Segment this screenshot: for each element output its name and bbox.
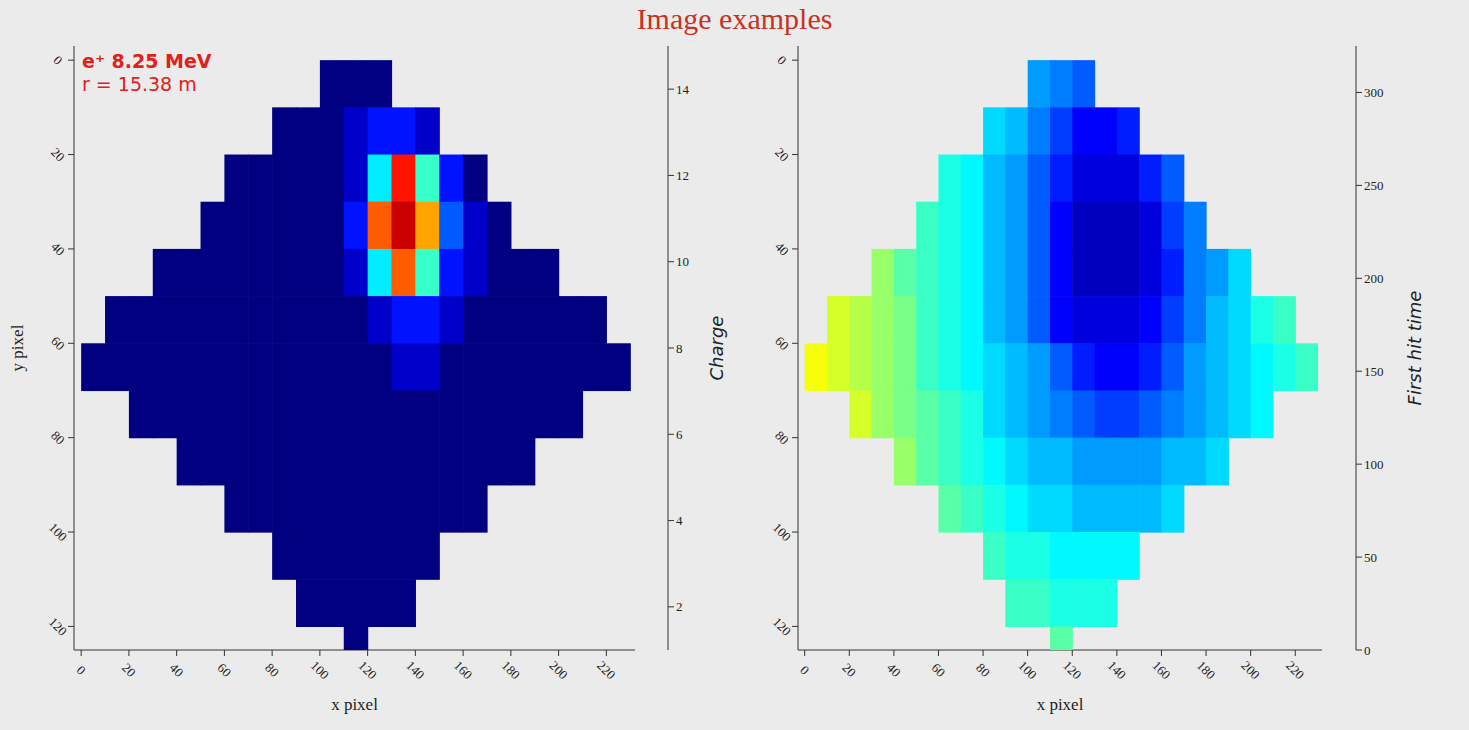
svg-text:100: 100 [46, 520, 70, 544]
svg-text:200: 200 [546, 658, 570, 682]
svg-text:100: 100 [1015, 658, 1039, 682]
svg-text:200: 200 [1238, 658, 1262, 682]
svg-text:4: 4 [676, 513, 683, 528]
svg-text:60: 60 [214, 660, 234, 680]
svg-text:120: 120 [46, 614, 70, 638]
svg-text:250: 250 [1364, 178, 1384, 193]
svg-text:0: 0 [1364, 643, 1371, 658]
svg-text:150: 150 [1364, 364, 1384, 379]
svg-text:0: 0 [50, 53, 65, 68]
svg-text:140: 140 [403, 658, 427, 682]
svg-text:80: 80 [973, 660, 993, 680]
svg-text:40: 40 [48, 239, 68, 259]
svg-text:50: 50 [1364, 550, 1377, 565]
svg-text:14: 14 [676, 82, 690, 97]
svg-text:140: 140 [1105, 658, 1129, 682]
svg-text:0: 0 [797, 662, 812, 677]
svg-text:0: 0 [774, 53, 789, 68]
svg-text:20: 20 [772, 145, 792, 165]
svg-text:80: 80 [772, 428, 792, 448]
svg-text:120: 120 [355, 658, 379, 682]
svg-text:40: 40 [884, 660, 904, 680]
html-text:e⁺ 8.25 MeV: e⁺ 8.25 MeV [82, 50, 212, 72]
svg-text:300: 300 [1364, 85, 1384, 100]
html-text:r = 15.38 m: r = 15.38 m [82, 73, 197, 95]
svg-text:20: 20 [839, 660, 859, 680]
svg-text:100: 100 [1364, 457, 1384, 472]
svg-text:100: 100 [770, 520, 794, 544]
svg-text:60: 60 [48, 333, 68, 353]
html-text:First hit time: First hit time [1403, 290, 1425, 406]
svg-text:x pixel: x pixel [331, 695, 378, 714]
svg-text:12: 12 [676, 168, 689, 183]
svg-text:220: 220 [594, 658, 618, 682]
html-text:Image examples: Image examples [636, 2, 833, 35]
svg-text:10: 10 [676, 254, 689, 269]
svg-text:60: 60 [772, 333, 792, 353]
svg-text:80: 80 [48, 428, 68, 448]
svg-text:2: 2 [676, 599, 683, 614]
svg-text:120: 120 [770, 614, 794, 638]
svg-text:80: 80 [262, 660, 282, 680]
svg-text:20: 20 [119, 660, 139, 680]
svg-text:180: 180 [1194, 658, 1218, 682]
svg-text:120: 120 [1060, 658, 1084, 682]
svg-text:x pixel: x pixel [1037, 695, 1084, 714]
svg-text:6: 6 [676, 427, 683, 442]
svg-text:8: 8 [676, 341, 683, 356]
html-text:y pixel: y pixel [8, 324, 27, 372]
svg-text:40: 40 [167, 660, 187, 680]
svg-text:60: 60 [929, 660, 949, 680]
svg-text:40: 40 [772, 239, 792, 259]
html-text:Charge: Charge [705, 315, 727, 381]
svg-text:220: 220 [1283, 658, 1307, 682]
svg-text:160: 160 [451, 658, 475, 682]
svg-text:160: 160 [1149, 658, 1173, 682]
svg-text:200: 200 [1364, 271, 1384, 286]
svg-text:100: 100 [308, 658, 332, 682]
svg-text:0: 0 [74, 662, 89, 677]
svg-text:180: 180 [499, 658, 523, 682]
svg-text:20: 20 [48, 145, 68, 165]
